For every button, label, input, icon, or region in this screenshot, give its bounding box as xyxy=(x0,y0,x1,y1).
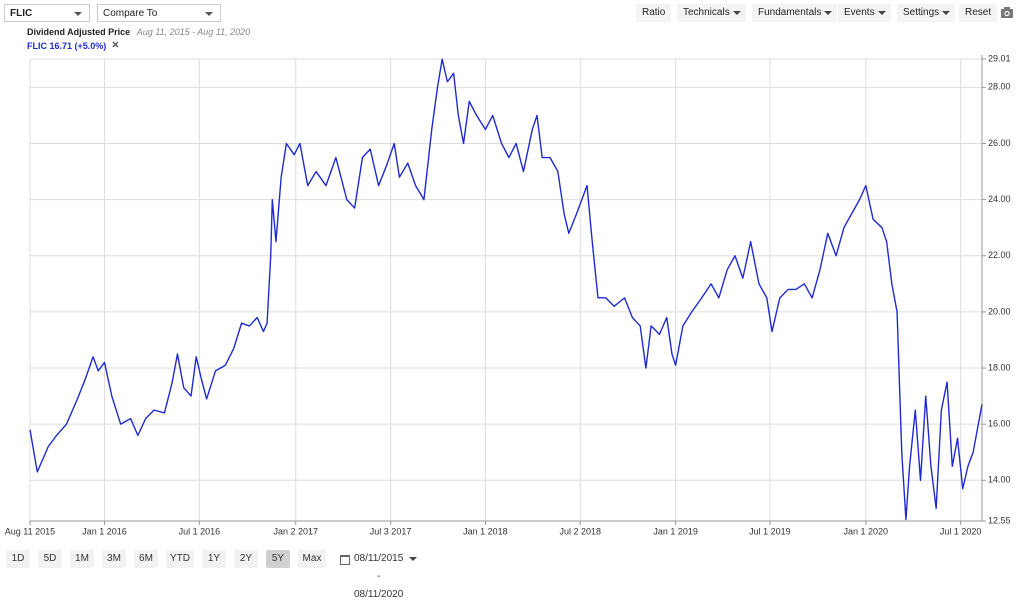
y-tick-label: 14.00 xyxy=(988,475,1011,485)
range-button[interactable]: 1Y xyxy=(202,550,226,568)
y-tick-label: 24.00 xyxy=(988,194,1011,204)
title-text: Dividend Adjusted Price xyxy=(27,27,131,37)
x-tick-label: Jan 2 2017 xyxy=(273,526,318,536)
y-tick-label: 20.00 xyxy=(988,306,1011,316)
range-button[interactable]: 6M xyxy=(134,550,158,568)
y-tick-label: 28.00 xyxy=(988,82,1011,92)
x-tick-label: Jan 1 2018 xyxy=(463,526,508,536)
y-tick-label: 18.00 xyxy=(988,362,1011,372)
range-button[interactable]: 1D xyxy=(6,550,30,568)
range-button[interactable]: 5Y xyxy=(266,550,290,568)
menu-button[interactable]: Reset xyxy=(959,4,998,22)
x-tick-label: Jan 1 2020 xyxy=(844,526,889,536)
compare-select[interactable]: Compare To xyxy=(97,4,221,22)
x-tick-label: Jul 2 2018 xyxy=(559,526,601,536)
chart-title: Dividend Adjusted Price Aug 11, 2015 - A… xyxy=(27,27,250,37)
legend: FLIC 16.71 (+5.0%) xyxy=(27,41,120,51)
x-tick-label: Jul 3 2017 xyxy=(370,526,412,536)
price-line xyxy=(29,58,983,521)
toolbar: FLIC Compare To Ratio Technicals Fundame… xyxy=(4,4,1020,24)
x-tick-label: Jul 1 2020 xyxy=(940,526,982,536)
y-tick-label: 29.01 xyxy=(988,53,1011,63)
page: {"toolbar": {"symbol": "FLIC", "compare"… xyxy=(4,4,1020,600)
legend-close[interactable] xyxy=(112,41,120,49)
y-tick-label: 26.00 xyxy=(988,138,1011,148)
y-tick-label: 12.55 xyxy=(988,515,1011,525)
calendar-icon xyxy=(340,555,350,565)
range-button[interactable]: Max xyxy=(298,550,326,568)
menu-button[interactable]: Fundamentals xyxy=(752,4,838,22)
menu-button[interactable]: Technicals xyxy=(677,4,746,22)
chart-subtitle: Aug 11, 2015 - Aug 11, 2020 xyxy=(136,27,251,37)
x-tick-label: Jan 1 2016 xyxy=(82,526,127,536)
range-button[interactable]: 1M xyxy=(70,550,94,568)
y-tick-label: 16.00 xyxy=(988,419,1011,429)
menu-button[interactable]: Ratio xyxy=(636,4,672,22)
symbol-select[interactable]: FLIC xyxy=(4,4,90,22)
camera-icon[interactable] xyxy=(1000,6,1014,20)
range-button[interactable]: YTD xyxy=(166,550,194,568)
range-button[interactable]: 2Y xyxy=(234,550,258,568)
y-tick-label: 22.00 xyxy=(988,250,1011,260)
x-tick-label: Jul 1 2016 xyxy=(179,526,221,536)
chart: Aug 11 2015 Jan 1 2016 Jul 1 2016 Jan 2 201… xyxy=(5,53,1011,536)
range-button[interactable]: 5D xyxy=(38,550,62,568)
dropdown-arrow xyxy=(409,557,418,561)
x-tick-label: Jul 1 2019 xyxy=(749,526,791,536)
range-button[interactable]: 3M xyxy=(102,550,126,568)
menu-button[interactable]: Events xyxy=(838,4,891,22)
legend-entry: FLIC 16.71 (+5.0%) xyxy=(27,41,107,51)
date-range-picker[interactable]: 08/11/2015 - 08/11/2020 xyxy=(338,550,421,600)
menu-button[interactable]: Settings xyxy=(897,4,956,22)
x-tick-label: Jan 1 2019 xyxy=(653,526,698,536)
x-tick-label: Aug 11 2015 xyxy=(5,526,55,536)
